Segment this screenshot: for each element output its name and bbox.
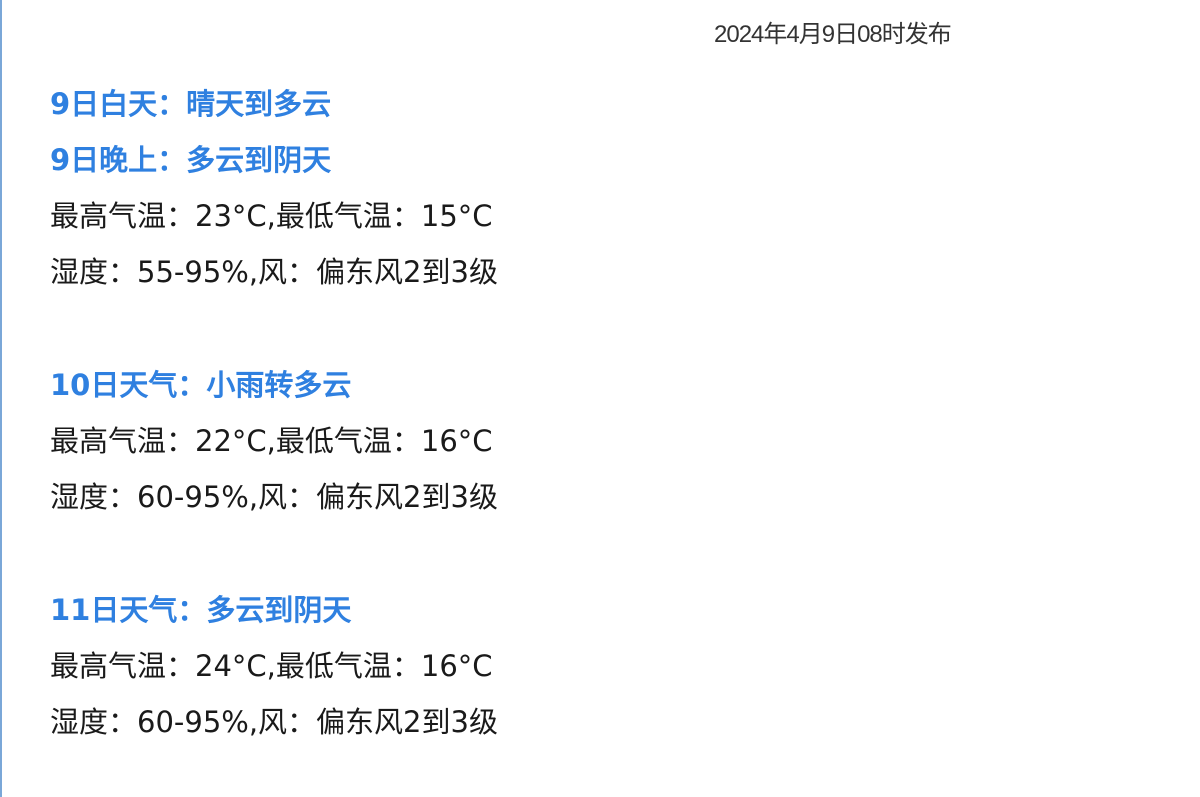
temperature-day10: 最高气温：22°C,最低气温：16°C <box>50 424 493 458</box>
temperature-day9: 最高气温：23°C,最低气温：15°C <box>50 199 493 233</box>
humidity-wind-day9: 湿度：55-95%,风：偏东风2到3级 <box>50 255 498 289</box>
forecast-headline-day9-daytime: 9日白天：晴天到多云 <box>50 87 332 121</box>
forecast-headline-day10: 10日天气：小雨转多云 <box>50 368 352 402</box>
humidity-wind-day11: 湿度：60-95%,风：偏东风2到3级 <box>50 705 498 739</box>
publish-time: 2024年4月9日08时发布 <box>714 21 952 48</box>
forecast-headline-day11: 11日天气：多云到阴天 <box>50 593 352 627</box>
temperature-day11: 最高气温：24°C,最低气温：16°C <box>50 649 493 683</box>
humidity-wind-day10: 湿度：60-95%,风：偏东风2到3级 <box>50 480 498 514</box>
forecast-headline-day9-night: 9日晚上：多云到阴天 <box>50 143 332 177</box>
